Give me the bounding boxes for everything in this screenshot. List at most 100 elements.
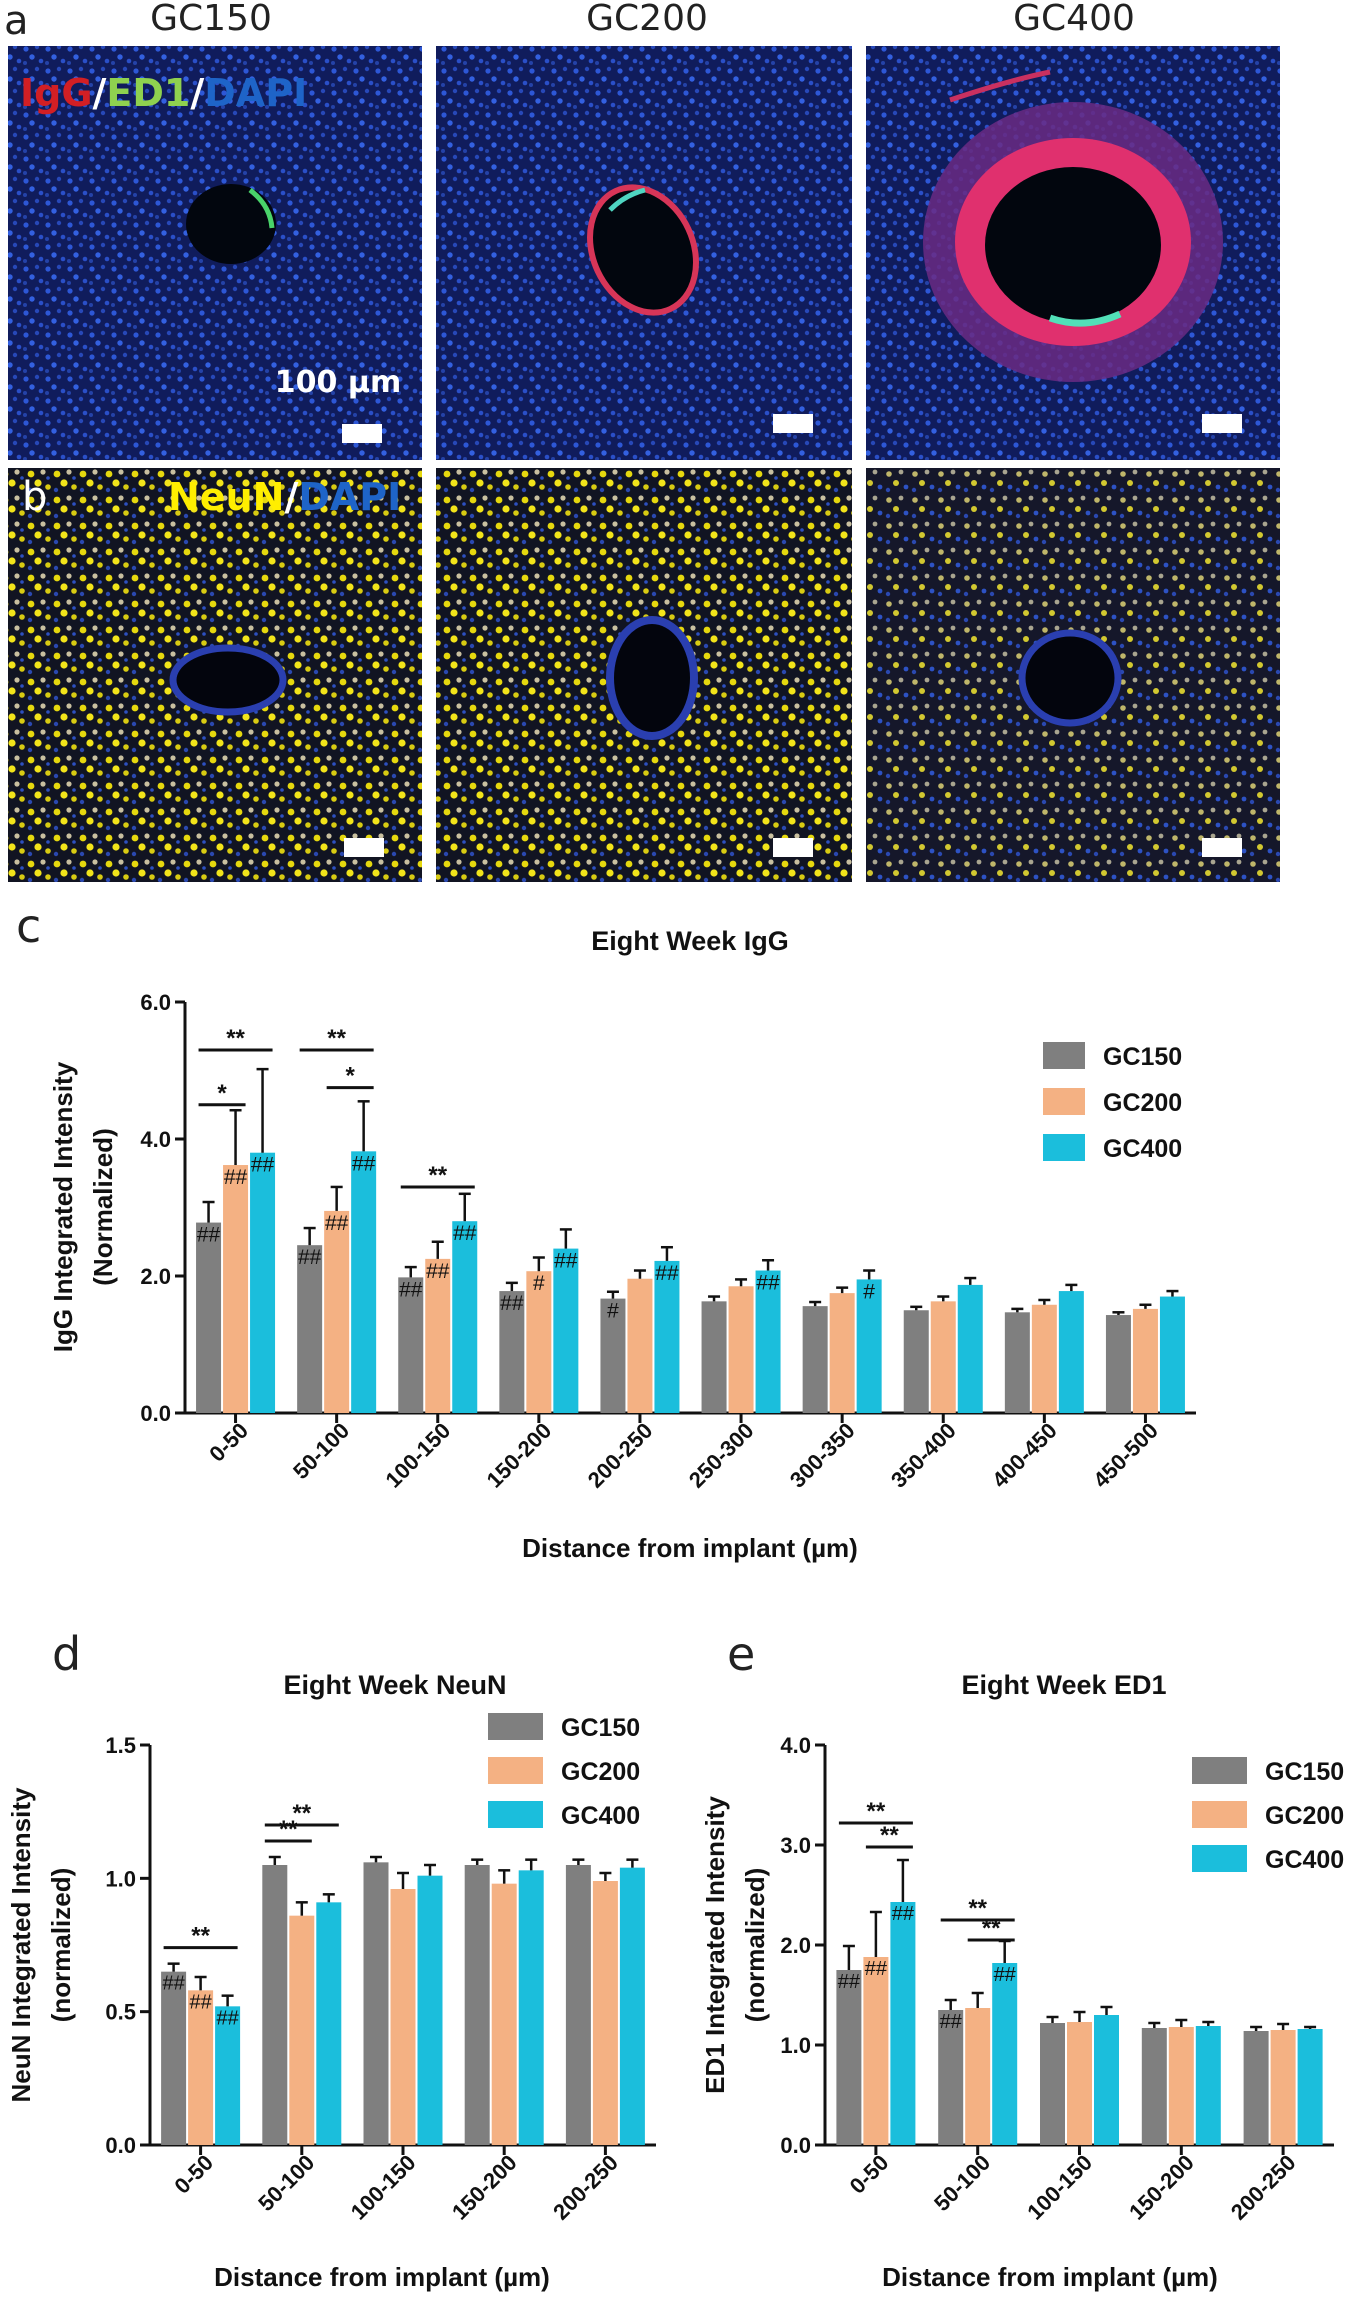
bar-gc400 [957, 1284, 983, 1413]
bar-gc200 [1168, 2027, 1194, 2145]
bar-gc400 [518, 1870, 544, 2145]
significance-label: ** [982, 1915, 1001, 1942]
bar-gc200 [1031, 1304, 1057, 1413]
significance-label: ** [327, 1025, 346, 1052]
hash-mark: ## [298, 1246, 322, 1269]
legend-label-gc150: GC150 [561, 1714, 640, 1742]
bar-gc400 [351, 1151, 377, 1413]
legend-label-gc200: GC200 [1265, 1802, 1344, 1830]
stain-a-dapi: DAPI [204, 71, 307, 115]
x-category-label: 200-250 [583, 1418, 658, 1493]
bar-gc150 [938, 2010, 964, 2145]
bar-gc200 [1270, 2030, 1296, 2145]
stain-legend-b: NeuN/DAPI [168, 475, 401, 519]
bar-gc200 [627, 1278, 653, 1413]
bar-gc200 [324, 1210, 350, 1413]
bar-gc150 [701, 1301, 727, 1413]
x-category-label: 150-200 [447, 2150, 522, 2225]
significance-label: ** [880, 1822, 899, 1849]
panel-a-images: a GC150 GC200 GC400 IgG/ED1/DAP [4, 0, 1280, 460]
column-label-gc400: GC400 [1013, 0, 1135, 39]
bar-gc150 [161, 1971, 187, 2145]
stain-a-slash-1: / [93, 71, 107, 115]
bar-gc400 [215, 2006, 241, 2145]
panel-letter-a: a [4, 0, 29, 44]
y-tick-label: 0.0 [140, 1401, 171, 1426]
y-axis-label-line: ED1 Integrated Intensity [700, 1796, 730, 2094]
hash-mark: # [533, 1272, 545, 1295]
legend-swatch-gc400 [1192, 1845, 1247, 1872]
legend-label-gc200: GC200 [1103, 1089, 1182, 1117]
hash-mark: ## [224, 1166, 248, 1189]
bar-gc200 [930, 1301, 956, 1413]
x-axis-label: Distance from implant (µm) [882, 2262, 1218, 2292]
y-tick-label: 1.0 [105, 1866, 136, 1891]
hash-mark: ## [453, 1222, 477, 1245]
x-category-label: 50-100 [253, 2150, 319, 2216]
bar-gc150 [297, 1245, 323, 1413]
bar-gc150 [262, 1865, 288, 2145]
panel-letter-c: c [16, 899, 41, 953]
y-axis-label: ED1 Integrated Intensity (normalized) [700, 1796, 770, 2094]
bar-gc150 [802, 1306, 828, 1413]
y-tick-label: 2.0 [780, 1933, 811, 1958]
hash-mark: ## [554, 1250, 578, 1273]
x-category-label: 0-50 [845, 2150, 894, 2199]
implant-hole-b-gc200 [606, 616, 698, 740]
significance-label: ** [292, 1800, 311, 1827]
hash-mark: ## [500, 1292, 524, 1315]
bar-gc400 [755, 1270, 781, 1413]
significance-label: * [345, 1063, 355, 1090]
significance-label: ** [191, 1923, 210, 1950]
y-tick-label: 0.5 [105, 2000, 136, 2025]
micrograph-a-gc400 [866, 46, 1280, 460]
bar-gc150 [565, 1865, 591, 2145]
legend-swatch-gc400 [1043, 1134, 1085, 1161]
x-category-label: 350-400 [886, 1418, 961, 1493]
bar-gc150 [1004, 1312, 1030, 1413]
bar-gc400 [1058, 1291, 1084, 1413]
bar-gc200 [592, 1881, 618, 2145]
hash-mark: ## [426, 1260, 450, 1283]
hash-mark: ## [399, 1278, 423, 1301]
x-category-label: 150-200 [482, 1418, 557, 1493]
scale-bar-b-gc150 [344, 838, 384, 857]
bar-gc150 [836, 1970, 862, 2145]
bar-gc400 [654, 1260, 680, 1413]
bar-gc200 [491, 1883, 517, 2145]
chart-title: Eight Week IgG [591, 926, 789, 956]
legend-label-gc150: GC150 [1265, 1758, 1344, 1786]
y-tick-label: 4.0 [780, 1733, 811, 1758]
significance-label: ** [279, 1816, 298, 1843]
y-axis-label-line: IgG Integrated Intensity [48, 1061, 78, 1352]
x-category-label: 300-350 [785, 1418, 860, 1493]
y-axis-label: IgG Integrated Intensity (Normalized) [48, 1061, 118, 1352]
chart-e-plot: Eight Week ED1 0.0 1.0 2.0 3.0 4.0 ED1 Integra… [700, 1670, 1344, 2292]
y-axis-label: NeuN Integrated Intensity (normalized) [6, 1787, 76, 2102]
x-category-label: 100-150 [381, 1418, 456, 1493]
scale-bar-label: 100 µm [275, 365, 401, 400]
x-category-label: 0-50 [169, 2150, 218, 2199]
legend-swatch-gc150 [488, 1713, 543, 1740]
bar-gc150 [398, 1277, 424, 1413]
legend-label-gc150: GC150 [1103, 1043, 1182, 1071]
bar-gc150 [1105, 1315, 1131, 1413]
scale-bar-b-gc400 [1202, 838, 1242, 857]
bar-gc150 [1141, 2028, 1167, 2145]
stain-a-slash-2: / [190, 71, 204, 115]
x-category-label: 250-300 [684, 1418, 759, 1493]
y-axis-label-line: (normalized) [740, 1868, 770, 2023]
legend-swatch-gc200 [1043, 1088, 1085, 1115]
bar-gc200 [863, 1957, 889, 2145]
hash-mark: ## [197, 1224, 221, 1247]
hash-mark: ## [655, 1262, 679, 1285]
svg-text:IgG/ED1/DAPI: IgG/ED1/DAPI [20, 71, 307, 115]
hash-mark: ## [865, 1958, 888, 1980]
bar-gc150 [499, 1291, 525, 1413]
bar-gc200 [1067, 2022, 1092, 2145]
bar-gc200 [1132, 1308, 1158, 1413]
panel-e-chart: e Eight Week ED1 0.0 1.0 2.0 3.0 4.0 ED1 Integ… [700, 1627, 1344, 2292]
bar-gc400 [856, 1279, 882, 1413]
bar-gc200 [223, 1165, 249, 1413]
